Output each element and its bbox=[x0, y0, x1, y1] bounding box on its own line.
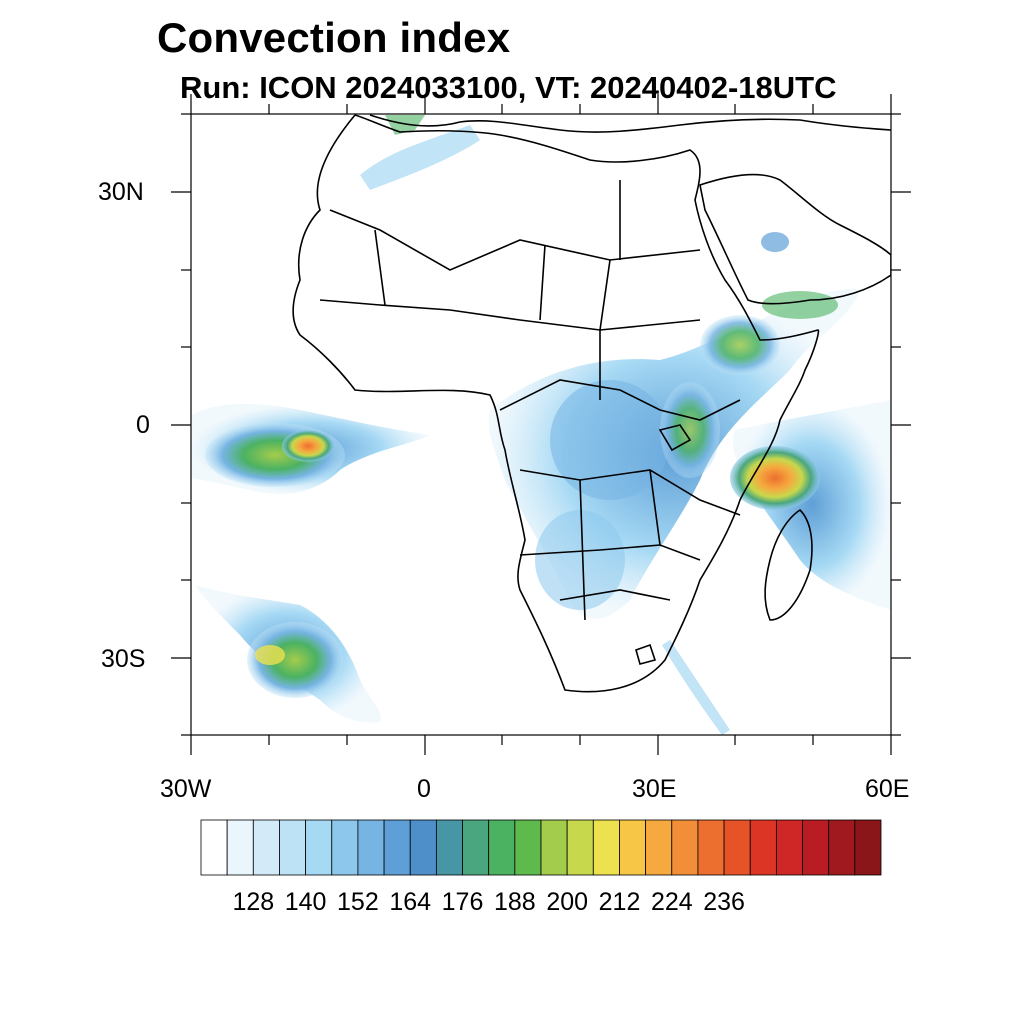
colorbar-tick-label: 224 bbox=[650, 888, 693, 916]
convection-core-southern-africa bbox=[535, 510, 625, 610]
colorbar-tick-label: 152 bbox=[337, 888, 379, 916]
colorbar-swatch bbox=[514, 819, 542, 876]
coastline-africa bbox=[292, 114, 820, 693]
colorbar-swatch bbox=[775, 819, 803, 876]
lat-label-0: 0 bbox=[136, 411, 150, 439]
colorbar-tick-label: 200 bbox=[546, 888, 589, 916]
chart-title: Convection index bbox=[157, 14, 511, 61]
colorbar-swatch bbox=[566, 819, 594, 876]
border-meridian-6 bbox=[649, 469, 661, 546]
lat-label-30n: 30N bbox=[98, 178, 144, 206]
colorbar-swatch bbox=[488, 819, 516, 876]
coastline-madagascar bbox=[764, 508, 813, 621]
lon-label-30w: 30W bbox=[160, 775, 212, 803]
coastline-lake-victoria bbox=[658, 424, 692, 452]
colorbar-swatch bbox=[226, 819, 254, 876]
colorbar-swatch bbox=[802, 819, 830, 876]
convection-field bbox=[191, 115, 891, 735]
colorbar-swatch bbox=[357, 819, 385, 876]
colorbar-swatch bbox=[462, 819, 490, 876]
convection-core-indian-ocean bbox=[730, 446, 820, 510]
colorbar-swatch bbox=[409, 819, 437, 876]
lon-label-60e: 60E bbox=[865, 775, 910, 803]
colorbar-swatch bbox=[619, 819, 647, 876]
border-meridian-2 bbox=[539, 244, 546, 321]
colorbar-tick-label: 128 bbox=[232, 888, 275, 916]
tickmarks bbox=[171, 94, 911, 755]
colorbar-swatch bbox=[723, 819, 751, 876]
colorbar-swatch bbox=[828, 819, 856, 876]
lat-label-30s: 30S bbox=[101, 645, 146, 673]
colorbar-swatch bbox=[697, 819, 725, 876]
convection-core-ethiopia bbox=[700, 315, 780, 375]
border-central bbox=[499, 379, 741, 421]
convection-peak-atlantic-equatorial bbox=[282, 430, 334, 462]
colorbar-swatch bbox=[252, 819, 280, 876]
coastline-lesotho bbox=[635, 643, 657, 665]
convection-streak-north-africa bbox=[360, 125, 480, 190]
border-meridian-1 bbox=[374, 229, 386, 306]
border-sahel bbox=[319, 299, 701, 331]
colorbar-tick-label: 176 bbox=[441, 888, 484, 916]
coastlines bbox=[292, 114, 891, 693]
border-saharan bbox=[329, 209, 701, 271]
colorbar-tick-label: 188 bbox=[493, 888, 536, 916]
convection-cell-arabia bbox=[761, 232, 789, 252]
convection-core-arabia-south bbox=[762, 291, 838, 319]
convection-core-congo-basin bbox=[550, 380, 670, 500]
colorbar-swatch bbox=[854, 819, 882, 876]
colorbar bbox=[200, 819, 882, 876]
colorbar-swatch bbox=[383, 819, 411, 876]
colorbar-swatch bbox=[331, 819, 359, 876]
lon-label-30e: 30E bbox=[632, 775, 677, 803]
chart-subtitle: Run: ICON 2024033100, VT: 20240402-18UTC bbox=[180, 70, 837, 105]
colorbar-swatch bbox=[749, 819, 777, 876]
coastline-mediterranean-north bbox=[369, 114, 891, 133]
colorbar-swatch bbox=[540, 819, 568, 876]
lon-label-0: 0 bbox=[417, 775, 431, 803]
colorbar-swatch bbox=[435, 819, 463, 876]
colorbar-swatch bbox=[671, 819, 699, 876]
colorbar-tick-label: 164 bbox=[389, 888, 432, 916]
colorbar-tick-label: 140 bbox=[284, 888, 327, 916]
convection-streak-mozambique-channel bbox=[662, 640, 730, 735]
colorbar-tick-label: 236 bbox=[703, 888, 745, 916]
border-meridian-3 bbox=[599, 259, 611, 400]
colorbar-tick-label: 212 bbox=[598, 888, 641, 916]
border-southern-2 bbox=[559, 589, 671, 601]
convection-core-south-atlantic bbox=[247, 622, 343, 698]
colorbar-swatch bbox=[200, 819, 228, 876]
border-meridian-5 bbox=[579, 479, 586, 621]
colorbar-swatch bbox=[645, 819, 673, 876]
colorbar-swatch bbox=[279, 819, 307, 876]
convection-peak-south-atlantic bbox=[255, 645, 285, 665]
convection-core-great-lakes bbox=[660, 382, 720, 478]
border-southern bbox=[519, 544, 701, 561]
colorbar-swatch bbox=[592, 819, 620, 876]
colorbar-swatch bbox=[305, 819, 333, 876]
